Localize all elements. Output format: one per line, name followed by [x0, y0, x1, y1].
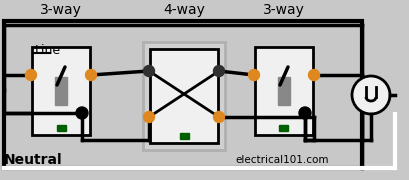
- Bar: [279, 125, 288, 131]
- Circle shape: [298, 107, 310, 119]
- Bar: [4, 21, 361, 168]
- Bar: [56, 125, 65, 131]
- Bar: [150, 49, 218, 143]
- Circle shape: [213, 111, 224, 123]
- Bar: [254, 47, 312, 135]
- Bar: [143, 42, 225, 150]
- Circle shape: [351, 76, 389, 114]
- Circle shape: [25, 69, 36, 80]
- Circle shape: [85, 69, 96, 80]
- Text: electrical101.com: electrical101.com: [234, 155, 328, 165]
- Circle shape: [213, 66, 224, 76]
- Bar: [32, 47, 90, 135]
- Circle shape: [143, 111, 154, 123]
- Circle shape: [143, 66, 154, 76]
- Circle shape: [76, 107, 88, 119]
- Text: Neutral: Neutral: [4, 153, 63, 167]
- Bar: [179, 133, 188, 139]
- Bar: [55, 77, 67, 105]
- Text: 4-way: 4-way: [163, 3, 204, 17]
- Text: 3-way: 3-way: [263, 3, 304, 17]
- Circle shape: [248, 69, 259, 80]
- Text: 3-way: 3-way: [40, 3, 82, 17]
- Bar: [277, 77, 289, 105]
- Circle shape: [308, 69, 319, 80]
- Text: Line: Line: [35, 44, 61, 57]
